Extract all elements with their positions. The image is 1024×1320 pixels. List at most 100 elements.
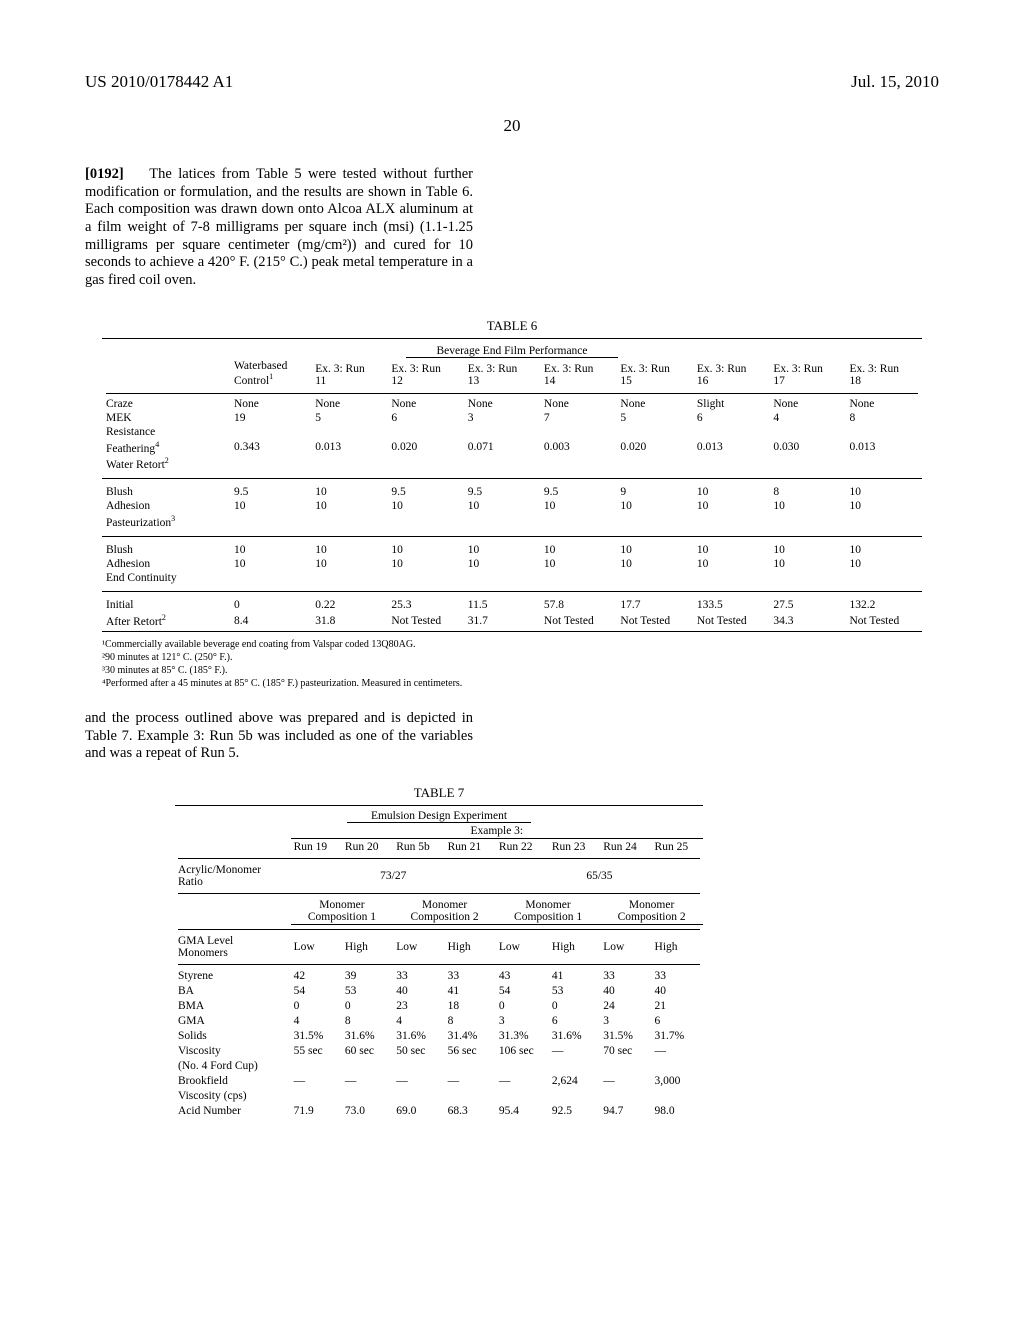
cell: 10 (540, 543, 616, 557)
cell: 57.8 (540, 598, 616, 612)
table-row: Viscosity (cps) (175, 1088, 703, 1103)
cell: 10 (845, 557, 922, 571)
cell: 10 (845, 499, 922, 513)
footnote: ⁴Performed after a 45 minutes at 85° C. … (102, 677, 922, 690)
cell: 133.5 (693, 598, 769, 612)
table-row: Blush101010101010101010 (102, 543, 922, 557)
row-label: After Retort2 (102, 612, 230, 629)
cell: — (393, 1073, 444, 1088)
cell (769, 455, 845, 472)
cell: 0.343 (230, 439, 311, 456)
cell: 0.030 (769, 439, 845, 456)
cell: 0.020 (387, 439, 463, 456)
cell: — (291, 1073, 342, 1088)
table-row: Viscosity55 sec60 sec50 sec56 sec106 sec… (175, 1043, 703, 1058)
publication-date: Jul. 15, 2010 (851, 72, 939, 92)
cell: Not Tested (387, 612, 463, 629)
monomer-group: MonomerComposition 1 (291, 897, 394, 925)
cell: 23 (393, 998, 444, 1013)
cell (549, 1058, 600, 1073)
table-row: Acid Number71.973.069.068.395.492.594.79… (175, 1103, 703, 1118)
cell: 0.013 (311, 439, 387, 456)
cell: 10 (387, 543, 463, 557)
page-number: 20 (85, 116, 939, 136)
cell: 9.5 (387, 485, 463, 499)
table-6-caption: TABLE 6 (102, 318, 922, 334)
paragraph-continuation: and the process outlined above was prepa… (85, 710, 473, 763)
cell: 4 (291, 1013, 342, 1028)
run-col: Run 21 (445, 839, 496, 855)
cell: 70 sec (600, 1043, 651, 1058)
gma-val: High (652, 933, 703, 960)
row-label: Blush (102, 543, 230, 557)
cell (464, 571, 540, 585)
cell: 53 (342, 983, 393, 998)
cell: 5 (311, 411, 387, 425)
cell (600, 1058, 651, 1073)
cell: 0.003 (540, 439, 616, 456)
cell (230, 513, 311, 530)
cell: 10 (230, 543, 311, 557)
cell: 31.6% (342, 1028, 393, 1043)
cell (652, 1088, 703, 1103)
run-col: Run 19 (291, 839, 342, 855)
cell: 31.7% (652, 1028, 703, 1043)
cell: 10 (230, 499, 311, 513)
cell: 68.3 (445, 1103, 496, 1118)
table-row: BMA002318002421 (175, 998, 703, 1013)
cell: 5 (616, 411, 692, 425)
cell: 10 (693, 543, 769, 557)
cell (342, 1058, 393, 1073)
cell: 21 (652, 998, 703, 1013)
run-col: Run 22 (496, 839, 549, 855)
row-label: GMA (175, 1013, 291, 1028)
cell: Not Tested (693, 612, 769, 629)
cell: — (600, 1073, 651, 1088)
cell (387, 425, 463, 439)
cell: 25.3 (387, 598, 463, 612)
cell (540, 571, 616, 585)
col-h: Ex. 3: Run18 (845, 359, 922, 390)
table-7-example: Example 3: (291, 823, 703, 839)
row-label: (No. 4 Ford Cup) (175, 1058, 291, 1073)
cell: 9.5 (540, 485, 616, 499)
cell: 92.5 (549, 1103, 600, 1118)
cell (769, 571, 845, 585)
cell: None (387, 397, 463, 411)
cell: None (230, 397, 311, 411)
cell: 56 sec (445, 1043, 496, 1058)
cell: 8 (769, 485, 845, 499)
col-h: Ex. 3: Run16 (693, 359, 769, 390)
monomer-group: MonomerComposition 1 (496, 897, 600, 925)
cell: 71.9 (291, 1103, 342, 1118)
row-label: BA (175, 983, 291, 998)
row-label: Feathering4 (102, 439, 230, 456)
cell: 6 (549, 1013, 600, 1028)
table-6: TABLE 6 Beverage End Film Performance Wa… (102, 318, 922, 690)
table-row: Blush9.5109.59.59.5910810 (102, 485, 922, 499)
row-label: BMA (175, 998, 291, 1013)
cell: 4 (769, 411, 845, 425)
table-row: (No. 4 Ford Cup) (175, 1058, 703, 1073)
cell: 40 (393, 983, 444, 998)
row-label: Viscosity (175, 1043, 291, 1058)
row-label: Adhesion (102, 557, 230, 571)
cell: 10 (540, 499, 616, 513)
cell: 24 (600, 998, 651, 1013)
run-col: Run 24 (600, 839, 651, 855)
col-h: WaterbasedControl1 (230, 359, 311, 390)
cell: 6 (652, 1013, 703, 1028)
cell: 9.5 (464, 485, 540, 499)
cell (496, 1058, 549, 1073)
cell: 9.5 (230, 485, 311, 499)
cell: 8 (342, 1013, 393, 1028)
cell: 31.6% (549, 1028, 600, 1043)
cell: 31.5% (600, 1028, 651, 1043)
cell (616, 455, 692, 472)
table-row: Resistance (102, 425, 922, 439)
para-text: The latices from Table 5 were tested wit… (85, 166, 473, 288)
row-label: Styrene (175, 968, 291, 983)
row-label: Adhesion (102, 499, 230, 513)
cell: 43 (496, 968, 549, 983)
gma-val: Low (600, 933, 651, 960)
